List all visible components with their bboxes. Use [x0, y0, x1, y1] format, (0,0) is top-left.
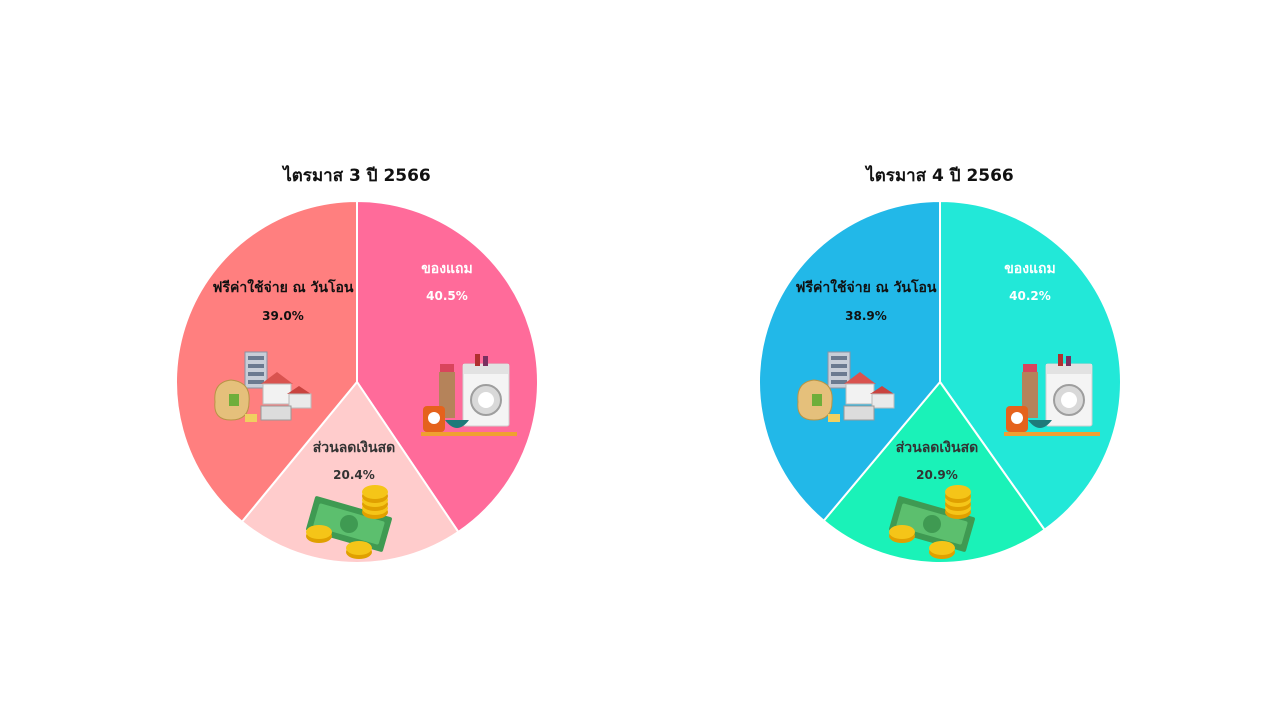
- slice-label: ส่วนลดเงินสด: [896, 440, 978, 456]
- slice-label: ฟรีค่าใช้จ่าย ณ วันโอน: [796, 278, 937, 296]
- pie-chart-q4: ไตรมาส 4 ปี 2566 ของแถม 40.2% ส่วนลดเงินสด…: [740, 150, 1140, 590]
- slice-value-label: 20.4%: [333, 468, 375, 482]
- appliances-icon: [1004, 354, 1100, 436]
- slice-label: ของแถม: [421, 261, 473, 277]
- pie-slice: [822, 380, 1046, 564]
- pie-chart-q3: ไตรมาส 3 ปี 2566 ของแถม 40.5% ส่วนลดเงินสด…: [157, 150, 557, 590]
- appliances-icon: [421, 354, 517, 436]
- pie-svg: ของแถม 40.2% ส่วนลดเงินสด 20.9% ฟรีค่าใช้จ่า…: [758, 199, 1122, 564]
- property-money-bag-icon: [797, 351, 895, 422]
- slice-label: ของแถม: [1004, 261, 1056, 277]
- slice-value-label: 38.9%: [845, 309, 887, 323]
- pie-svg: ของแถม 40.5% ส่วนลดเงินสด 20.4% ฟรีค่าใช้จ่า…: [175, 199, 539, 564]
- property-money-bag-icon: [214, 351, 312, 422]
- slice-value-label: 20.9%: [916, 468, 958, 482]
- slice-value-label: 40.5%: [426, 289, 468, 303]
- slice-value-label: 40.2%: [1009, 289, 1051, 303]
- slice-value-label: 39.0%: [262, 309, 304, 323]
- chart-title: ไตรมาส 4 ปี 2566: [866, 166, 1014, 186]
- slice-label: ส่วนลดเงินสด: [313, 440, 395, 456]
- cash-coins-icon: [889, 485, 975, 559]
- slice-label: ฟรีค่าใช้จ่าย ณ วันโอน: [213, 278, 354, 296]
- chart-title: ไตรมาส 3 ปี 2566: [283, 166, 431, 186]
- pie-slice: [240, 380, 460, 564]
- cash-coins-icon: [306, 485, 392, 559]
